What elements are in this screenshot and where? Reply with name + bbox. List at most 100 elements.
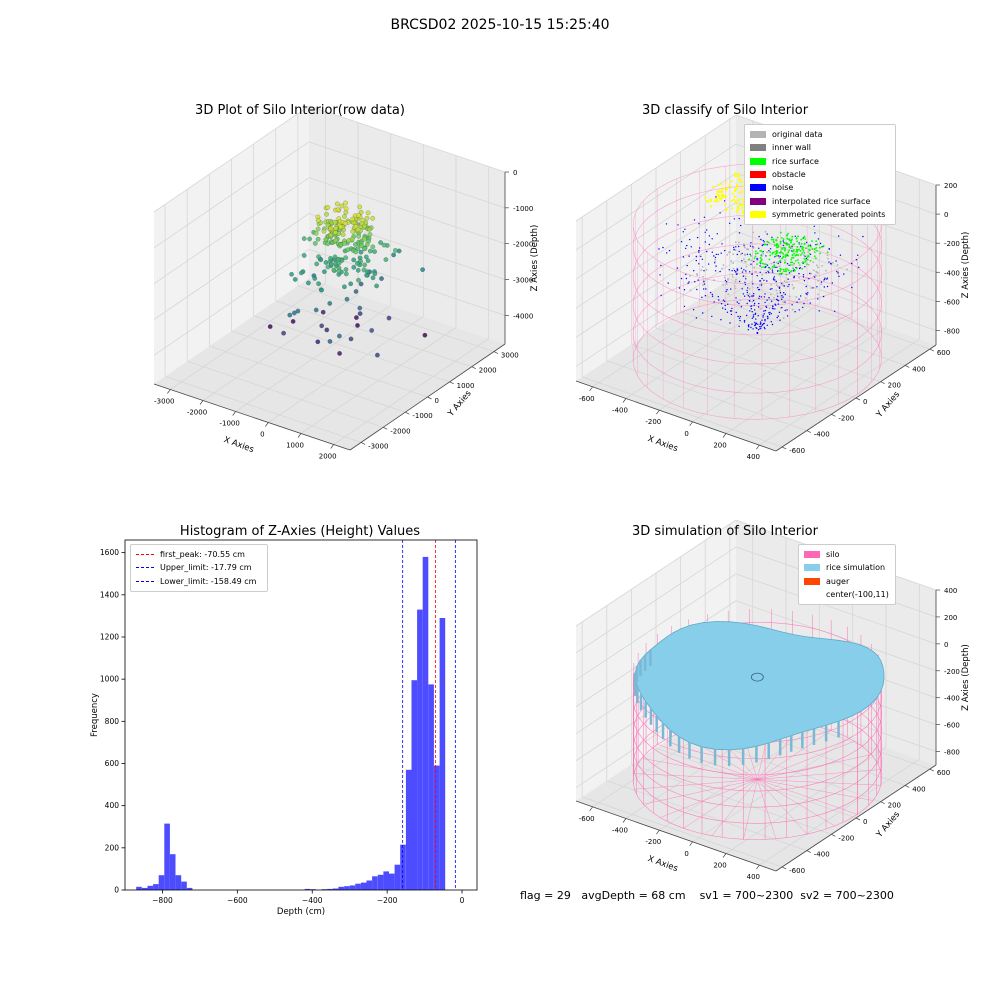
- raw-point: [362, 262, 368, 268]
- noise-point: [826, 285, 829, 288]
- original-data-point: [807, 263, 810, 266]
- noise-point: [750, 326, 752, 329]
- noise-point: [715, 196, 717, 198]
- original-data-point: [783, 259, 786, 261]
- x-tick: [330, 444, 334, 449]
- noise-point: [803, 280, 806, 282]
- noise-point: [703, 216, 706, 218]
- noise-point: [778, 286, 781, 288]
- raw-point: [364, 242, 370, 247]
- original-data-point: [810, 272, 812, 275]
- noise-point: [688, 281, 690, 283]
- noise-point: [731, 307, 733, 310]
- noise-point: [774, 256, 776, 258]
- histogram-bar: [405, 769, 412, 890]
- gridline: [575, 519, 737, 627]
- raw-point: [319, 323, 325, 329]
- raw-point: [340, 232, 346, 237]
- original-data-point: [696, 274, 699, 276]
- legend-swatch: [804, 591, 820, 598]
- rice-surface-point: [785, 270, 788, 273]
- raw-point: [349, 236, 355, 242]
- noise-point: [725, 290, 727, 293]
- noise-point: [719, 270, 721, 273]
- noise-point: [730, 313, 733, 316]
- noise-point: [792, 270, 795, 272]
- noise-point: [778, 287, 781, 289]
- raw-point: [348, 281, 354, 287]
- noise-point: [777, 270, 779, 272]
- symmetric-point: [717, 190, 720, 193]
- original-data-point: [792, 286, 795, 289]
- x-tick: [589, 806, 593, 812]
- noise-point: [750, 305, 752, 308]
- symmetric-point: [737, 205, 740, 208]
- simulation-legend: silo rice simulation auger center(-100,1…: [798, 544, 896, 606]
- noise-point: [695, 259, 697, 262]
- noise-point: [772, 305, 774, 307]
- x-tick-label: 1000: [286, 442, 304, 450]
- silo-floor-spoke: [757, 769, 881, 780]
- x-tick-label: -600: [579, 395, 595, 403]
- raw-point: [325, 264, 331, 270]
- legend-label: interpolated rice surface: [772, 196, 871, 206]
- gridline: [655, 327, 857, 399]
- noise-point: [766, 315, 769, 318]
- noise-point: [660, 264, 662, 267]
- rice-surface-point: [772, 238, 775, 241]
- raw-data-3d-axes: -3000-2000-1000010002000-3000-2000-10000…: [153, 105, 540, 461]
- noise-point: [763, 313, 765, 315]
- raw-point: [316, 254, 321, 260]
- original-data-point: [810, 287, 813, 289]
- noise-point: [806, 293, 808, 296]
- noise-point: [752, 246, 754, 248]
- noise-point: [717, 253, 719, 256]
- silo-floor-spoke: [757, 779, 777, 839]
- raw-point: [372, 271, 378, 277]
- rice-surface-point: [819, 252, 822, 255]
- z-tick-label: -800: [944, 327, 960, 335]
- rice-surface-point: [789, 247, 792, 250]
- noise-point: [762, 239, 764, 242]
- symmetric-point: [741, 206, 744, 209]
- x-tick-label: -400: [612, 407, 628, 415]
- noise-point: [756, 275, 758, 277]
- x-tick: [756, 864, 760, 870]
- gridline: [153, 141, 310, 249]
- raw-point: [351, 257, 357, 263]
- noise-point: [763, 296, 766, 298]
- raw-point: [321, 228, 327, 234]
- rice-surface-point: [799, 249, 802, 252]
- y-tick-label: 800: [105, 717, 120, 726]
- x-tick-label: -1000: [219, 420, 239, 428]
- original-data-point: [743, 258, 745, 261]
- original-data-point: [832, 261, 834, 264]
- y-tick: [781, 866, 787, 870]
- noise-point: [708, 243, 710, 246]
- noise-point: [838, 275, 840, 277]
- noise-point: [828, 261, 830, 263]
- rice-surface-point: [793, 262, 796, 265]
- noise-point: [682, 231, 684, 233]
- noise-point: [817, 298, 819, 300]
- silo-floor-spoke: [757, 730, 832, 780]
- noise-point: [753, 260, 755, 263]
- raw-point: [339, 203, 345, 209]
- original-data-point: [721, 267, 723, 270]
- rice-surface-point: [787, 243, 789, 246]
- symmetric-point: [740, 204, 743, 207]
- original-data-point: [814, 274, 817, 277]
- rice-surface-point: [820, 246, 823, 248]
- raw-point: [315, 339, 321, 345]
- rice-surface-point: [796, 259, 799, 261]
- raw-point: [362, 236, 367, 242]
- symmetric-point: [734, 200, 737, 203]
- noise-point: [753, 304, 755, 306]
- legend-item-first-peak: first_peak: -70.55 cm: [136, 548, 262, 561]
- noise-point: [698, 249, 700, 252]
- noise-point: [757, 315, 759, 317]
- rice-surface-point: [791, 235, 794, 238]
- noise-point: [707, 263, 710, 265]
- raw-point: [358, 210, 364, 215]
- rice-surface-point: [781, 248, 783, 251]
